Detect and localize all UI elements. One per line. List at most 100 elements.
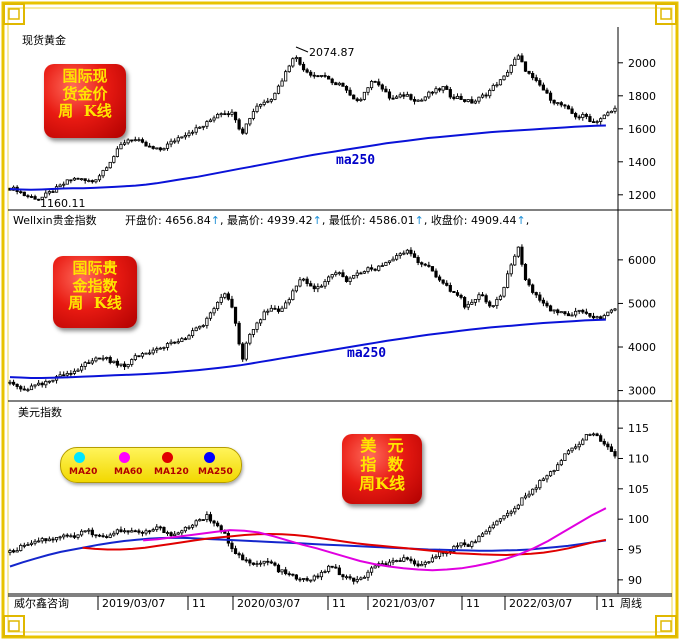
candle-body (548, 92, 553, 101)
candle-body (29, 542, 34, 545)
candle-body (266, 310, 270, 313)
candle-body (591, 315, 596, 319)
candle-body (387, 91, 392, 99)
candle-body (97, 175, 102, 181)
candle-body (527, 70, 531, 74)
candle-body (251, 329, 256, 335)
candle-body (520, 246, 524, 265)
candle-body (309, 283, 313, 287)
candle-body (291, 290, 295, 300)
candle-body (190, 330, 195, 337)
candle-body (509, 511, 513, 514)
candle-body (516, 504, 520, 509)
candle-body (448, 89, 452, 98)
candle-body (301, 278, 306, 281)
candle-body (391, 560, 395, 563)
candle-body (212, 308, 216, 314)
candle-body (151, 529, 155, 532)
candle-body (298, 57, 302, 65)
candle-body (94, 179, 98, 183)
candle-body (366, 571, 370, 578)
candle-body (491, 524, 495, 529)
candle-body (448, 285, 452, 292)
y-tick-label: 2000 (628, 57, 656, 70)
candle-body (284, 71, 288, 82)
candle-body (262, 311, 266, 321)
up-arrow-icon: ↑ (414, 214, 424, 227)
candle-body (305, 578, 309, 581)
candle-body (473, 100, 477, 104)
candle-body (516, 246, 520, 257)
candle-body (502, 287, 506, 297)
y-tick-label: 105 (628, 483, 649, 496)
candle-body (115, 148, 119, 157)
candle-body (412, 560, 417, 565)
legend-ma20: MA20 (69, 467, 98, 477)
candle-body (115, 529, 119, 534)
candle-body (341, 272, 345, 278)
candle-body (316, 75, 320, 78)
candle-body (273, 562, 277, 566)
candle-body (269, 99, 273, 102)
candle-body (169, 140, 173, 145)
candle-body (280, 569, 284, 573)
candle-body (506, 512, 510, 517)
candle-body (90, 180, 94, 183)
candle-body (19, 191, 23, 194)
candle-body (369, 267, 374, 270)
candle-body (22, 388, 26, 391)
candle-body (126, 530, 130, 533)
candle-body (334, 82, 338, 86)
badge-line: 美 元 (360, 436, 404, 455)
candle-body (90, 360, 94, 364)
candle-body (377, 81, 381, 86)
candle-body (37, 198, 41, 201)
candle-body (44, 538, 48, 542)
candle-body (40, 538, 44, 542)
candle-body (248, 334, 252, 344)
candle-body (162, 148, 166, 151)
candle-body (588, 313, 592, 317)
candle-body (244, 559, 248, 562)
candle-body (369, 81, 374, 89)
candle-body (445, 86, 449, 90)
candle-body (90, 529, 94, 536)
legend-ma250: MA250 (198, 467, 233, 477)
candle-body (405, 94, 409, 97)
x-tick-label: 2022/03/07 (509, 597, 572, 610)
candle-body (11, 550, 16, 553)
candle-body (94, 357, 98, 362)
candle-body (563, 104, 567, 107)
candle-body (216, 522, 220, 527)
candle-body (330, 274, 334, 278)
candle-body (187, 132, 191, 136)
candle-body (201, 325, 205, 327)
corner-ornament-icon (8, 620, 20, 632)
candle-body (527, 279, 531, 286)
candle-body (294, 57, 298, 60)
candle-body (305, 278, 309, 284)
close-value: 4909.44 (471, 214, 517, 227)
candle-body (387, 260, 392, 263)
corner-ornament-icon (655, 3, 677, 25)
x-axis-left-label: 威尔鑫咨询 (14, 596, 69, 610)
up-arrow-icon: ↑ (516, 214, 526, 227)
candle-body (452, 96, 456, 99)
candle-body (169, 341, 173, 344)
candle-body (133, 139, 137, 142)
candle-body (87, 362, 91, 365)
candle-body (108, 534, 112, 538)
candle-body (545, 302, 549, 307)
candle-body (552, 309, 556, 312)
candle-body (480, 294, 485, 297)
candle-body (402, 252, 406, 255)
y-tick-label: 1600 (628, 123, 656, 136)
badge-line: 货金价 (62, 84, 108, 103)
legend-ma20-dot (74, 452, 85, 463)
candle-body (233, 111, 238, 121)
candle-body (144, 530, 148, 534)
candle-body (405, 557, 409, 560)
candle-body (523, 495, 528, 499)
candle-body (255, 563, 259, 566)
candle-body (29, 196, 34, 198)
